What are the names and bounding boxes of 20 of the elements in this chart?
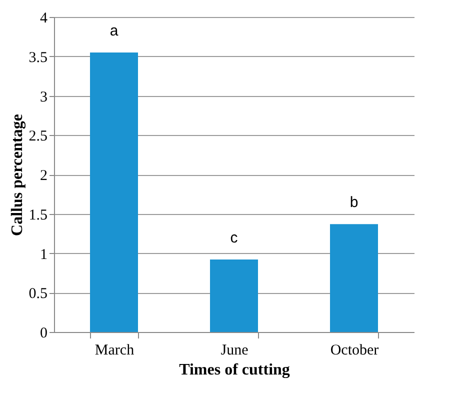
y-tick-label: 3 xyxy=(40,89,48,106)
annotation: c xyxy=(230,230,238,247)
x-tick-label: June xyxy=(220,342,249,358)
y-axis-title: Callus percentage xyxy=(8,114,26,236)
x-axis-title: Times of cutting xyxy=(179,362,290,378)
bar xyxy=(210,260,258,332)
y-tick-label: 0 xyxy=(40,326,48,342)
annotation: a xyxy=(110,22,119,40)
y-tick-label: 2 xyxy=(40,168,48,184)
y-tick-label: 2.5 xyxy=(28,128,48,145)
bar xyxy=(90,52,138,332)
x-tick-label: March xyxy=(94,342,135,358)
y-tick-label: 1.5 xyxy=(28,207,48,224)
y-tick-label: 3.5 xyxy=(28,50,48,66)
y-tick-label: 4 xyxy=(40,10,48,26)
bar xyxy=(330,224,378,332)
x-tick-label: October xyxy=(330,342,379,358)
y-tick-label: 0.5 xyxy=(28,286,48,302)
annotation: b xyxy=(350,194,358,212)
y-tick-label: 1 xyxy=(40,246,48,263)
